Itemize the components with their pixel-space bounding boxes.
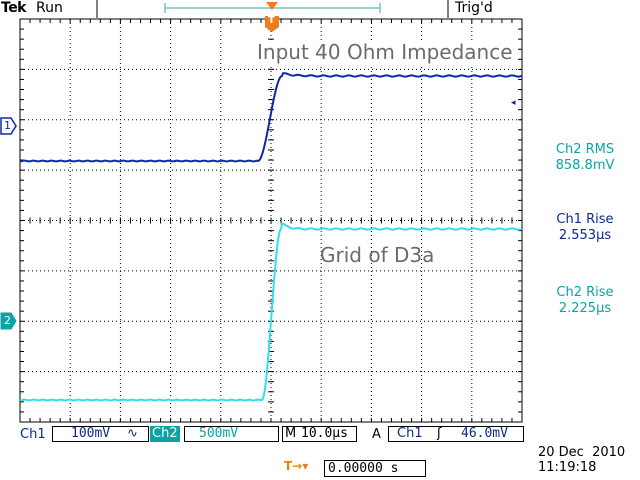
trigger-slope-icon: ʃ <box>437 426 442 441</box>
ch2-scale: 500mV <box>199 426 239 441</box>
ch1-offscreen-indicator: ◂ <box>511 98 516 108</box>
annotation-grid-d3a: Grid of D3a <box>320 243 435 267</box>
ch1-marker-label: 1 <box>4 119 11 132</box>
annotation-input-impedance: Input 40 Ohm Impedance <box>256 40 514 64</box>
ch2-ground-marker[interactable] <box>0 312 17 330</box>
ch2-scale-box[interactable]: 500mV <box>184 426 279 442</box>
measurement-ch2-rise-label: Ch2 Rise <box>556 285 614 300</box>
measurement-ch2-rise-value: 2.225µs <box>558 301 612 316</box>
horizontal-position-icon: T→▾ <box>284 459 309 473</box>
trigger-box[interactable]: Ch1 ʃ 46.0mV <box>388 426 524 442</box>
trigger-level: 46.0mV <box>461 426 508 441</box>
horizontal-position-box[interactable]: 0.00000 s <box>324 460 426 477</box>
ch1-scale: 100mV <box>71 426 111 441</box>
ch2-label[interactable]: Ch2 <box>150 426 180 442</box>
ch2-waveform <box>19 221 523 402</box>
time-readout: 11:19:18 <box>538 460 597 475</box>
horizontal-position-value: 0.00000 s <box>328 461 399 476</box>
date-readout: 20 Dec 2010 <box>538 445 626 460</box>
graticule <box>19 18 522 423</box>
ch1-ground-marker[interactable] <box>0 117 17 135</box>
timebase-box[interactable]: M 10.0µs <box>282 426 357 442</box>
ch1-scale-box[interactable]: 100mV ∿ <box>52 426 149 442</box>
measurement-ch1-rise-label: Ch1 Rise <box>556 212 614 227</box>
trigger-position-label: T <box>268 15 275 26</box>
brand-logo: Tek <box>1 0 27 16</box>
ch2-marker-label: 2 <box>4 314 11 327</box>
trigger-status: Trig'd <box>455 0 493 16</box>
trigger-mode: A <box>372 427 381 442</box>
measurement-ch2-rms-value: 858.8mV <box>555 158 615 173</box>
ch1-label[interactable]: Ch1 <box>20 427 46 442</box>
acquisition-run-status[interactable]: Run <box>36 0 63 16</box>
measurement-ch2-rms-label: Ch2 RMS <box>555 142 615 157</box>
timebase-label: M <box>285 426 297 441</box>
trigger-position-marker[interactable] <box>265 16 279 32</box>
measurement-ch1-rise-value: 2.553µs <box>558 228 612 243</box>
record-position-bar <box>164 2 381 13</box>
timebase-scale: 10.0µs <box>301 426 348 441</box>
ch1-waveform <box>19 72 523 163</box>
trigger-source: Ch1 <box>397 426 423 441</box>
bandwidth-limit-icon: ∿ <box>127 426 138 441</box>
